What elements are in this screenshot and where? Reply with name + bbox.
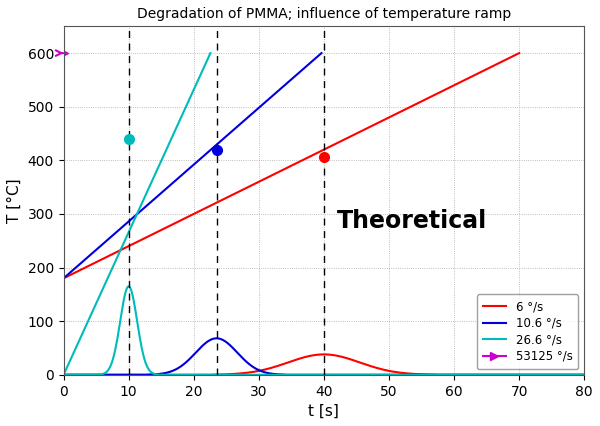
26.6 °/s <box>202 62 209 67</box>
6 °/s <box>60 276 67 281</box>
10.6 °/s <box>193 160 200 165</box>
Line: 6 °/s: 6 °/s <box>64 53 519 278</box>
Text: Theoretical: Theoretical <box>337 210 488 233</box>
26.6 °/s <box>110 262 118 267</box>
X-axis label: t [s]: t [s] <box>308 404 340 419</box>
26.6 °/s <box>196 73 203 78</box>
6 °/s <box>122 245 130 250</box>
6 °/s <box>508 55 515 60</box>
10.6 °/s <box>190 162 197 167</box>
Title: Degradation of PMMA; influence of temperature ramp: Degradation of PMMA; influence of temper… <box>137 7 511 21</box>
6 °/s <box>231 191 238 196</box>
26.6 °/s <box>124 233 131 238</box>
6 °/s <box>258 178 265 183</box>
10.6 °/s <box>172 178 179 183</box>
26.6 °/s <box>60 372 67 377</box>
6 °/s <box>411 102 418 107</box>
Line: 26.6 °/s: 26.6 °/s <box>64 53 211 375</box>
Y-axis label: T [°C]: T [°C] <box>7 178 22 223</box>
26.6 °/s <box>69 353 76 358</box>
10.6 °/s <box>107 235 114 240</box>
10.6 °/s <box>60 276 67 281</box>
Legend: 6 °/s, 10.6 °/s, 26.6 °/s, 53125 °/s: 6 °/s, 10.6 °/s, 26.6 °/s, 53125 °/s <box>476 294 578 369</box>
6 °/s <box>436 90 443 95</box>
26.6 °/s <box>91 305 98 311</box>
10.6 °/s <box>196 157 203 162</box>
26.6 °/s <box>207 51 214 56</box>
6 °/s <box>515 51 523 56</box>
10.6 °/s <box>242 116 250 121</box>
10.6 °/s <box>318 51 325 56</box>
Line: 10.6 °/s: 10.6 °/s <box>64 53 322 278</box>
